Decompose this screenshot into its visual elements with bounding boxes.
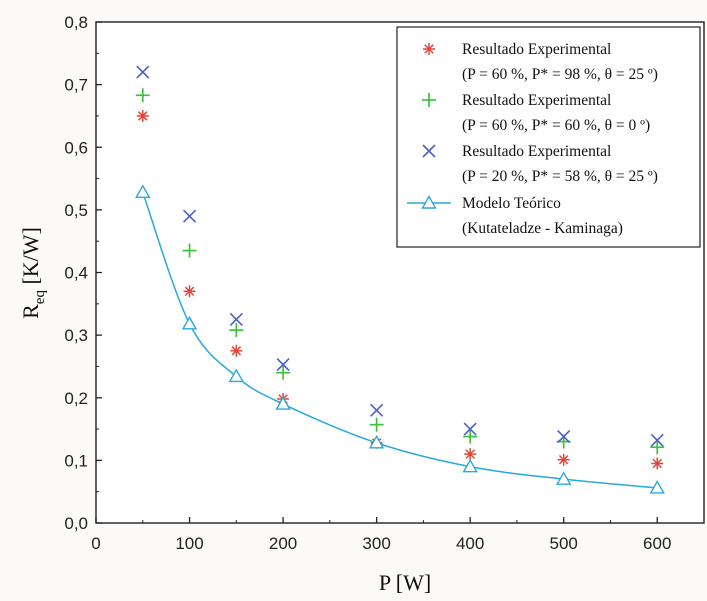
legend: Resultado Experimental (P = 60 %, P* = 98…	[396, 26, 701, 248]
y-tick-label: 0,3	[64, 326, 88, 345]
data-point-series-1	[136, 109, 149, 122]
svg-text:Req [K/W]: Req [K/W]	[18, 227, 48, 319]
data-point-series-2	[463, 429, 478, 444]
legend-label-3: Resultado Experimental	[462, 143, 611, 160]
legend-marker-4	[421, 195, 437, 209]
legend-box	[396, 26, 701, 248]
y-axis-title-main: R	[18, 304, 43, 319]
data-point-series-4	[555, 471, 572, 485]
x-axis-title: P [W]	[379, 570, 431, 595]
data-point-series-4	[228, 368, 245, 383]
y-axis-title-unit: [K/W]	[18, 227, 43, 290]
data-point-series-4	[649, 480, 665, 494]
data-point-series-1	[230, 344, 243, 357]
data-point-series-1	[183, 285, 196, 298]
x-tick-label: 500	[550, 534, 578, 553]
legend-condition-1: (P = 60 %, P* = 98 %, θ = 25 º)	[462, 66, 658, 83]
y-tick-label: 0,7	[64, 76, 88, 95]
legend-label-2: Resultado Experimental	[462, 92, 611, 109]
x-tick-label: 100	[175, 534, 203, 553]
data-point-series-3	[557, 430, 571, 444]
data-point-series-3	[182, 209, 197, 223]
data-point-series-4	[181, 315, 198, 330]
data-point-series-2	[229, 323, 244, 338]
data-point-series-4	[368, 434, 385, 449]
x-tick-label: 0	[91, 534, 100, 553]
data-point-series-1	[464, 448, 477, 461]
data-point-series-3	[276, 357, 290, 372]
y-tick-label: 0,2	[64, 389, 88, 408]
legend-label-4: Modelo Teórico	[462, 195, 561, 212]
y-axis-title-sub: eq	[32, 290, 48, 305]
legend-label-1: Resultado Experimental	[462, 41, 611, 58]
data-point-series-1	[651, 457, 664, 470]
y-tick-label: 0,5	[64, 201, 88, 220]
data-point-series-1	[557, 453, 570, 466]
y-tick-label: 0,0	[64, 514, 88, 533]
data-point-series-4	[135, 184, 151, 199]
legend-marker-2	[422, 93, 436, 107]
y-axis-title: Req [K/W]	[18, 227, 48, 319]
data-point-series-3	[229, 312, 243, 327]
data-point-series-2	[135, 88, 150, 103]
legend-marker-1	[423, 43, 435, 55]
x-tick-label: 600	[643, 534, 671, 553]
data-point-series-2	[182, 243, 197, 258]
data-point-series-3	[136, 65, 150, 79]
data-point-series-2	[650, 440, 665, 455]
x-tick-label: 300	[362, 534, 390, 553]
data-point-series-3	[463, 422, 477, 436]
x-tick-label: 400	[456, 534, 484, 553]
data-point-series-4	[462, 458, 478, 473]
data-point-series-4	[275, 396, 291, 410]
y-tick-label: 0,1	[64, 451, 88, 470]
y-tick-label: 0,6	[64, 138, 88, 157]
y-tick-label: 0,4	[64, 264, 88, 283]
legend-condition-3: (P = 20 %, P* = 58 %, θ = 25 º)	[462, 168, 658, 185]
data-point-series-2	[276, 365, 291, 380]
data-point-series-3	[650, 433, 664, 447]
legend-marker-3	[422, 144, 436, 158]
data-point-series-3	[370, 403, 384, 417]
data-point-series-2	[369, 417, 384, 432]
x-tick-label: 200	[269, 534, 297, 553]
legend-condition-4: (Kutateladze - Kaminaga)	[462, 220, 623, 237]
legend-condition-2: (P = 60 %, P* = 60 %, θ = 0 º)	[462, 117, 650, 134]
y-tick-label: 0,8	[64, 13, 88, 32]
